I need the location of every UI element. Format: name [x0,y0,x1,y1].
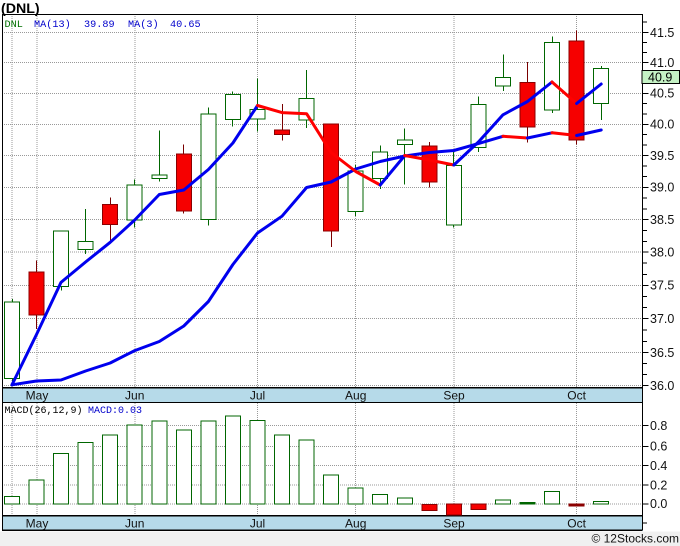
svg-text:Jun: Jun [125,388,144,402]
svg-text:40.65: 40.65 [170,20,201,31]
svg-text:36.0: 36.0 [650,379,674,393]
svg-text:41.0: 41.0 [650,56,674,70]
svg-text:Aug: Aug [345,517,366,531]
svg-text:Sep: Sep [443,388,465,402]
svg-text:MACD(26,12,9): MACD(26,12,9) [5,405,83,417]
svg-text:41.5: 41.5 [650,26,674,40]
svg-text:MA(13): MA(13) [34,19,71,31]
svg-text:37.5: 37.5 [650,279,674,293]
svg-text:0.2: 0.2 [650,478,667,492]
svg-text:Jul: Jul [250,388,265,402]
svg-text:0.0: 0.0 [650,497,667,511]
svg-text:39.89: 39.89 [84,20,115,31]
svg-text:Jul: Jul [250,517,265,531]
svg-text:0.4: 0.4 [650,459,667,473]
svg-text:May: May [26,388,49,402]
svg-text:Oct: Oct [567,517,586,531]
svg-text:39.5: 39.5 [650,149,674,163]
svg-text:MA(3): MA(3) [128,19,159,31]
svg-text:DNL: DNL [5,20,23,31]
svg-text:Sep: Sep [443,517,465,531]
svg-text:0.6: 0.6 [650,440,667,454]
svg-text:37.0: 37.0 [650,312,674,326]
svg-text:Jun: Jun [125,517,144,531]
svg-text:39.0: 39.0 [650,181,674,195]
svg-text:Oct: Oct [567,388,586,402]
svg-text:38.0: 38.0 [650,246,674,260]
svg-text:38.5: 38.5 [650,213,674,227]
svg-text:Aug: Aug [345,388,366,402]
svg-text:© 12Stocks.com: © 12Stocks.com [591,532,679,546]
svg-text:36.5: 36.5 [650,346,674,360]
svg-text:40.9: 40.9 [648,71,672,85]
svg-text:40.5: 40.5 [650,87,674,101]
svg-text:40.0: 40.0 [650,118,674,132]
svg-text:MACD:0.03: MACD:0.03 [88,406,142,417]
svg-text:0.8: 0.8 [650,419,667,433]
svg-text:(DNL): (DNL) [1,1,40,17]
svg-text:May: May [26,517,49,531]
